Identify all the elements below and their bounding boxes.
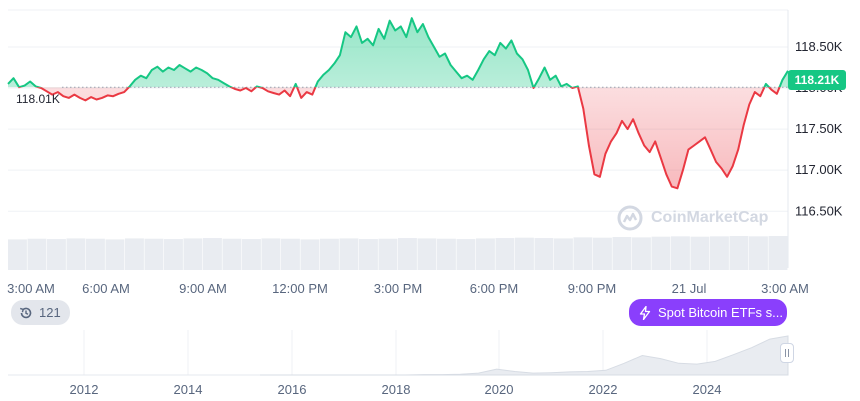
y-tick-label: 117.00K	[795, 162, 843, 177]
coinmarketcap-logo-icon	[617, 205, 643, 231]
price-line	[7, 17, 789, 190]
volume-bar	[27, 238, 47, 270]
volume-bar	[710, 236, 729, 270]
y-tick-label: 118.50K	[795, 39, 843, 54]
volume-bar	[476, 238, 495, 270]
volume-bar	[456, 239, 476, 270]
volume-bar	[203, 238, 222, 270]
volume-bar	[125, 238, 144, 270]
volume-bar	[398, 238, 417, 270]
price-area	[8, 18, 788, 189]
navigator-scroll-handle[interactable]	[780, 343, 794, 363]
current-price-badge: 118.21K	[788, 70, 846, 90]
lightning-icon	[639, 305, 651, 320]
volume-bar	[222, 238, 242, 270]
volume-bar	[671, 236, 690, 270]
volume-bar	[515, 237, 534, 270]
volume-bar	[495, 238, 515, 270]
x-tick-label: 6:00 PM	[470, 281, 518, 296]
volume-bar	[8, 239, 27, 270]
volume-bar	[417, 238, 437, 270]
volume-bar	[183, 238, 203, 270]
volume-bar	[47, 239, 66, 270]
area-above-reference	[8, 18, 788, 88]
volume-bar	[437, 238, 456, 270]
volume-bar	[281, 238, 300, 270]
volume-bar	[359, 239, 378, 270]
x-tick-label: 9:00 PM	[568, 281, 616, 296]
navigator-year-label: 2018	[382, 382, 411, 397]
volume-bar	[144, 238, 164, 270]
volume-bar	[690, 236, 710, 270]
volume-bar	[593, 237, 612, 270]
volume-bar	[320, 238, 339, 270]
volume-bar	[105, 239, 125, 270]
x-tick-label: 21 Jul	[672, 281, 707, 296]
y-tick-label: 117.50K	[795, 121, 843, 136]
navigator-year-label: 2012	[70, 382, 99, 397]
coinmarketcap-watermark: CoinMarketCap	[617, 205, 768, 231]
price-line-above	[7, 17, 789, 88]
volume-bar	[66, 238, 86, 270]
volume-bar	[300, 239, 320, 270]
volume-bar	[378, 238, 398, 270]
volume-bar	[554, 238, 573, 270]
navigator-chart: 2012 2014 2016 2018 2020 2022 2024	[8, 330, 789, 397]
volume-bar	[164, 239, 183, 270]
navigator-year-label: 2016	[278, 382, 307, 397]
volume-bar	[242, 239, 261, 270]
x-tick-label: 3:00 AM	[7, 281, 55, 296]
navigator-year-label: 2020	[485, 382, 514, 397]
etf-event-pill[interactable]: Spot Bitcoin ETFs s...	[629, 299, 787, 326]
navigator-area	[260, 335, 789, 376]
volume-bar	[632, 237, 651, 270]
volume-bar	[86, 238, 105, 270]
y-tick-label: 116.50K	[795, 203, 843, 218]
x-tick-label: 9:00 AM	[179, 281, 227, 296]
navigator-year-label: 2022	[589, 382, 618, 397]
x-tick-label: 12:00 PM	[272, 281, 328, 296]
volume-bars	[8, 236, 788, 270]
volume-bar	[573, 237, 593, 270]
volume-bar	[651, 236, 671, 270]
volume-bar	[729, 236, 749, 270]
reference-price-label: 118.01K	[16, 92, 60, 106]
volume-bar	[612, 237, 632, 270]
volume-bar	[339, 238, 359, 270]
x-tick-label: 6:00 AM	[82, 281, 130, 296]
x-tick-label: 3:00 AM	[761, 281, 809, 296]
grid	[8, 9, 789, 268]
volume-bar	[768, 236, 788, 270]
events-counter-pill[interactable]: 121	[11, 300, 70, 325]
history-icon	[19, 307, 32, 318]
events-count: 121	[39, 305, 61, 320]
volume-bar	[261, 238, 281, 270]
navigator-year-label: 2014	[174, 382, 203, 397]
etf-event-label: Spot Bitcoin ETFs s...	[658, 305, 783, 320]
x-tick-label: 3:00 PM	[374, 281, 422, 296]
price-line-below	[17, 87, 781, 190]
volume-bar	[534, 238, 554, 270]
x-axis-ticks: 3:00 AM 6:00 AM 9:00 AM 12:00 PM 3:00 PM 6:00…	[7, 281, 809, 296]
volume-bar	[749, 236, 768, 270]
watermark-text: CoinMarketCap	[651, 209, 769, 226]
navigator-year-label: 2024	[693, 382, 722, 397]
